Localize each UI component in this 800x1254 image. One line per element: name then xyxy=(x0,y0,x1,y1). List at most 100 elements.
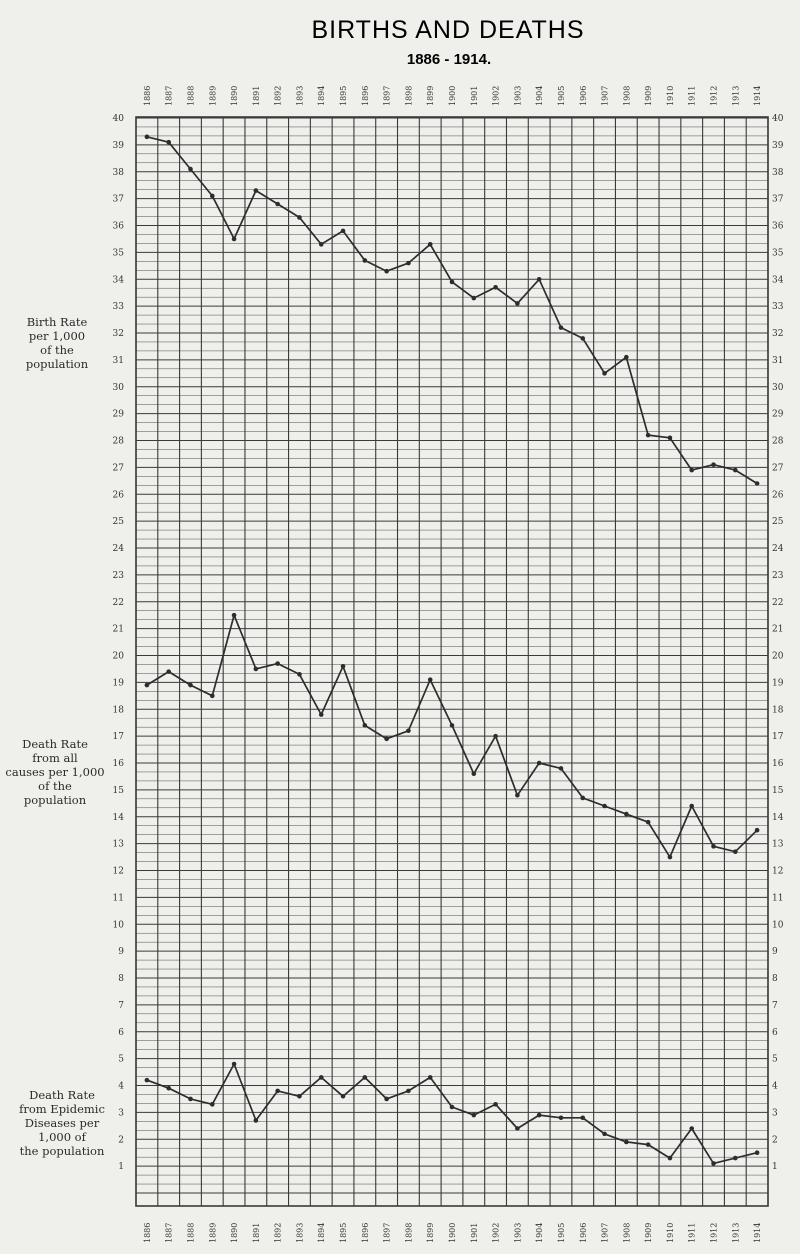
y-tick-label-left: 24 xyxy=(113,544,125,554)
x-tick-label-top: 1891 xyxy=(252,86,261,106)
y-tick-label-left: 8 xyxy=(118,974,124,984)
x-tick-label-top: 1898 xyxy=(404,86,413,106)
data-point xyxy=(231,612,237,618)
x-tick-label-bottom: 1898 xyxy=(404,1223,413,1243)
y-tick-label-right: 2 xyxy=(772,1135,778,1145)
data-point xyxy=(515,301,520,306)
series-label-line: Death Rate xyxy=(22,737,88,751)
x-tick-label-bottom: 1906 xyxy=(579,1223,588,1243)
data-point xyxy=(340,228,346,234)
data-point xyxy=(340,663,346,669)
y-tick-label-left: 1 xyxy=(118,1162,124,1172)
data-point xyxy=(645,432,651,438)
x-axis-top: 1886 1887 1888 1889 1890 1891 1892 1893 1894 1895… xyxy=(143,86,762,106)
data-point xyxy=(318,712,324,717)
series-label-line: population xyxy=(24,793,87,807)
x-tick-label-bottom: 1908 xyxy=(622,1223,631,1243)
data-point xyxy=(515,792,520,798)
y-tick-label-left: 18 xyxy=(113,705,125,715)
data-point xyxy=(384,1096,389,1102)
y-tick-label-left: 19 xyxy=(113,678,125,688)
x-tick-label-top: 1900 xyxy=(448,86,457,106)
y-tick-label-right: 21 xyxy=(772,625,783,635)
data-point xyxy=(536,276,542,282)
y-tick-label-right: 3 xyxy=(772,1108,778,1118)
data-point xyxy=(427,677,433,682)
data-point xyxy=(580,336,586,341)
x-tick-label-bottom: 1895 xyxy=(339,1223,348,1243)
data-point xyxy=(209,693,215,699)
data-point xyxy=(144,134,150,140)
chart-grid xyxy=(135,116,769,1207)
data-point xyxy=(209,193,215,199)
data-point xyxy=(406,1088,411,1094)
data-point xyxy=(754,1150,760,1155)
y-tick-label-left: 4 xyxy=(118,1082,124,1092)
data-point xyxy=(188,1096,193,1102)
series-label-line: Diseases per xyxy=(25,1116,100,1130)
x-tick-label-top: 1905 xyxy=(557,86,566,106)
data-point xyxy=(166,1085,171,1091)
y-tick-label-left: 16 xyxy=(113,759,125,769)
x-tick-label-top: 1907 xyxy=(601,86,610,106)
y-tick-label-right: 28 xyxy=(772,437,784,447)
y-tick-label-right: 10 xyxy=(772,920,784,930)
data-point xyxy=(449,723,455,728)
x-tick-label-top: 1908 xyxy=(622,86,631,106)
y-tick-label-left: 37 xyxy=(113,195,125,205)
data-point xyxy=(558,325,564,330)
chart-subtitle: 1886 - 1914. xyxy=(407,51,491,68)
y-tick-label-right: 5 xyxy=(772,1055,778,1065)
y-tick-label-right: 34 xyxy=(772,275,784,285)
data-point xyxy=(362,723,368,728)
y-tick-label-right: 17 xyxy=(772,732,784,742)
y-tick-label-right: 37 xyxy=(772,195,784,205)
y-tick-label-left: 30 xyxy=(113,383,125,393)
y-tick-label-left: 33 xyxy=(113,302,125,312)
data-point xyxy=(754,481,760,486)
data-point xyxy=(645,1142,651,1147)
x-tick-label-bottom: 1910 xyxy=(666,1223,675,1243)
x-tick-label-top: 1911 xyxy=(688,86,697,106)
x-tick-label-top: 1897 xyxy=(383,86,392,106)
y-tick-label-right: 14 xyxy=(772,813,784,823)
data-point xyxy=(667,1155,673,1161)
x-tick-label-bottom: 1907 xyxy=(601,1223,610,1243)
y-tick-label-left: 5 xyxy=(118,1055,124,1065)
data-point xyxy=(667,435,673,441)
y-tick-label-right: 12 xyxy=(772,867,783,877)
data-point xyxy=(493,285,498,290)
y-tick-label-right: 23 xyxy=(772,571,784,581)
x-tick-label-bottom: 1891 xyxy=(252,1223,261,1243)
y-tick-label-left: 25 xyxy=(113,517,125,527)
x-tick-label-top: 1886 xyxy=(143,86,152,106)
data-point xyxy=(231,236,237,242)
x-tick-label-bottom: 1893 xyxy=(295,1223,304,1243)
data-point xyxy=(733,849,738,854)
x-tick-label-bottom: 1902 xyxy=(492,1223,501,1243)
x-tick-label-bottom: 1899 xyxy=(426,1223,435,1243)
series-label-line: the population xyxy=(20,1144,105,1158)
data-point xyxy=(427,1075,433,1080)
x-tick-label-bottom: 1903 xyxy=(513,1223,522,1243)
data-point xyxy=(602,803,607,809)
x-tick-label-top: 1902 xyxy=(492,86,501,106)
y-tick-label-left: 32 xyxy=(113,329,124,339)
series-label-line: Birth Rate xyxy=(27,315,88,329)
data-point xyxy=(624,811,629,817)
data-point xyxy=(602,371,607,376)
data-point xyxy=(471,771,477,777)
y-tick-label-right: 25 xyxy=(772,517,784,527)
series-label-line: causes per 1,000 xyxy=(5,765,104,779)
x-tick-label-top: 1888 xyxy=(186,86,195,106)
data-point xyxy=(558,766,564,771)
x-tick-label-top: 1913 xyxy=(731,86,740,106)
y-tick-label-left: 39 xyxy=(113,141,125,151)
y-tick-label-left: 29 xyxy=(113,410,125,420)
x-tick-label-top: 1906 xyxy=(579,86,588,106)
y-tick-label-right: 6 xyxy=(772,1028,778,1038)
data-point xyxy=(209,1102,215,1107)
y-tick-label-left: 17 xyxy=(113,732,125,742)
data-point xyxy=(733,467,738,473)
data-point xyxy=(733,1155,738,1161)
